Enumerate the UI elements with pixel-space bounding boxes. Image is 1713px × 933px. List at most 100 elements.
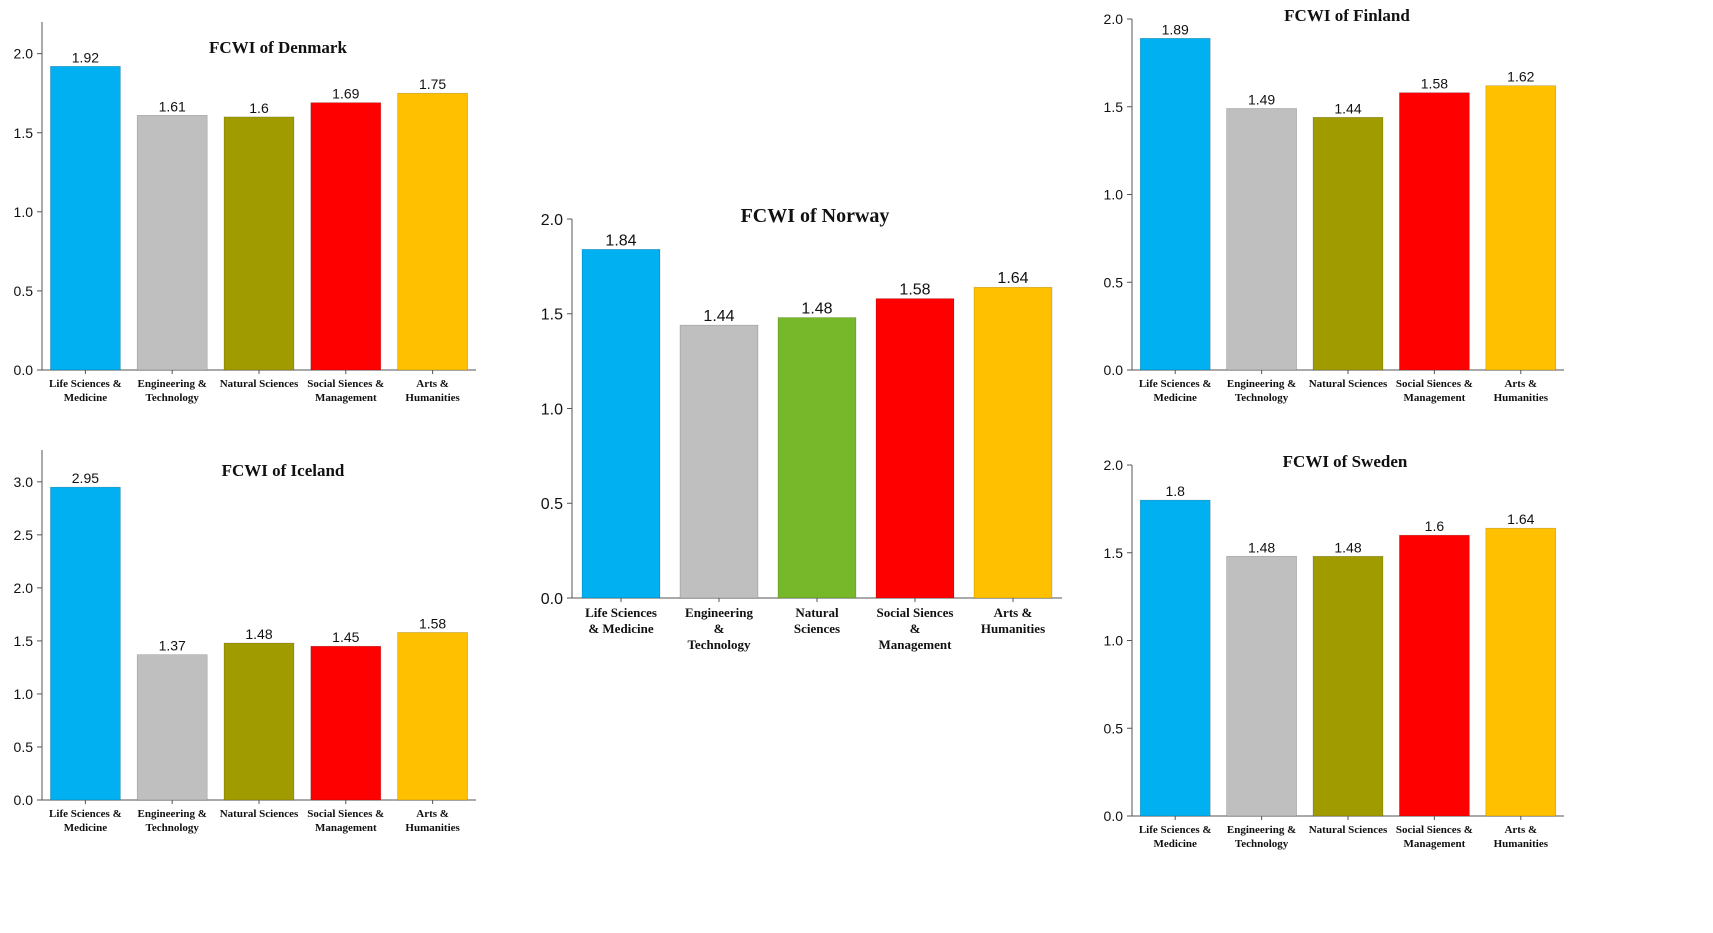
bar: [679, 324, 759, 599]
bar: [310, 645, 382, 801]
y-tick-label: 0.0: [541, 591, 563, 608]
chart-title: FCWI of Iceland: [222, 461, 345, 480]
bar: [223, 642, 295, 801]
x-tick-label: Natural Sciences: [220, 808, 299, 820]
chart-title: FCWI of Denmark: [209, 38, 347, 57]
x-tick-label: Natural Sciences: [1309, 824, 1388, 836]
y-tick-label: 3.0: [14, 474, 34, 490]
bar: [973, 286, 1053, 599]
y-tick-label: 1.5: [1104, 99, 1124, 115]
x-tick-label: Engineering & Technology: [1227, 378, 1296, 404]
bar-chart: FCWI of Norway 0.0 0.5 1.0 1.5 2.0 1.84 Life Sc…: [541, 205, 1062, 652]
data-label: 1.69: [332, 86, 359, 102]
x-tick-label: Natural Sciences: [220, 378, 299, 390]
data-label: 1.48: [1248, 539, 1275, 555]
bar: [50, 486, 121, 801]
y-tick-label: 0.5: [1104, 274, 1124, 290]
chart-panel-finland: FCWI of Finland 0.0 0.5 1.0 1.5 2.0 1.89 Life S…: [1080, 0, 1713, 420]
y-tick-label: 2.0: [1104, 457, 1124, 473]
data-label: 1.61: [159, 98, 186, 114]
bar-chart: FCWI of Finland 0.0 0.5 1.0 1.5 2.0 1.89 Life S…: [1104, 6, 1564, 404]
bar: [581, 249, 661, 599]
x-tick-label: Life Sciences & Medicine: [585, 605, 657, 636]
bar-chart: FCWI of Denmark 0.0 0.5 1.0 1.5 2.0 1.92 Life S…: [14, 22, 476, 404]
bar: [875, 298, 955, 599]
x-tick-label: Natural Sciences: [1309, 378, 1388, 390]
chart-title: FCWI of Finland: [1284, 6, 1410, 25]
data-label: 1.89: [1162, 21, 1189, 37]
bar: [1139, 499, 1211, 817]
x-tick-label: Social Siences & Management: [307, 378, 384, 404]
x-tick-label: Engineering & Technology: [1227, 824, 1296, 850]
y-tick-label: 1.0: [1104, 633, 1124, 649]
y-tick-label: 1.0: [14, 204, 34, 220]
x-tick-label: Social Siences & Management: [1396, 378, 1473, 404]
data-label: 1.58: [419, 615, 446, 631]
bar: [1226, 108, 1297, 371]
x-tick-label: Arts & Humanities: [1494, 378, 1549, 404]
data-label: 1.44: [1334, 100, 1361, 116]
x-tick-label: Social Siences & Management: [877, 605, 954, 652]
x-tick-label: Life Sciences & Medicine: [49, 378, 122, 404]
x-tick-label: Natural Sciences: [794, 605, 840, 636]
y-tick-label: 0.0: [1104, 362, 1124, 378]
bar: [1485, 85, 1557, 371]
x-tick-label: Engineering & Technology: [685, 605, 753, 652]
data-label: 1.37: [159, 638, 186, 654]
x-tick-label: Engineering & Technology: [138, 808, 207, 834]
data-label: 1.84: [605, 232, 636, 249]
bar: [1312, 555, 1384, 817]
bar: [397, 92, 468, 371]
y-tick-label: 0.0: [14, 792, 34, 808]
data-label: 1.45: [332, 629, 359, 645]
bar: [50, 65, 121, 371]
y-tick-label: 2.0: [541, 212, 563, 229]
y-tick-label: 0.0: [14, 362, 34, 378]
x-tick-label: Life Sciences & Medicine: [1139, 824, 1212, 850]
data-label: 1.64: [1507, 511, 1534, 527]
x-tick-label: Engineering & Technology: [138, 378, 207, 404]
x-tick-label: Social Siences & Management: [1396, 824, 1473, 850]
bar: [1226, 555, 1297, 817]
y-tick-label: 1.5: [14, 633, 34, 649]
chart-title: FCWI of Sweden: [1283, 452, 1408, 471]
y-tick-label: 1.5: [541, 307, 563, 324]
chart-panel-denmark: FCWI of Denmark 0.0 0.5 1.0 1.5 2.0 1.92 Life S…: [0, 0, 520, 420]
data-label: 1.75: [419, 76, 446, 92]
data-label: 1.44: [703, 308, 734, 325]
y-tick-label: 0.5: [541, 496, 563, 513]
x-tick-label: Life Sciences & Medicine: [1139, 378, 1212, 404]
bar: [1312, 116, 1384, 371]
bar: [777, 317, 857, 599]
y-tick-label: 0.5: [1104, 720, 1124, 736]
bar: [1399, 534, 1470, 817]
data-label: 2.95: [72, 470, 99, 486]
bar: [223, 116, 295, 371]
data-label: 1.92: [72, 49, 99, 65]
bar: [310, 102, 382, 371]
chart-panel-norway: FCWI of Norway 0.0 0.5 1.0 1.5 2.0 1.84 Life Sc…: [520, 190, 1080, 670]
x-tick-label: Arts & Humanities: [405, 808, 460, 834]
x-tick-label: Life Sciences & Medicine: [49, 808, 122, 834]
y-tick-label: 0.0: [1104, 808, 1124, 824]
data-label: 1.6: [1425, 518, 1445, 534]
chart-title: FCWI of Norway: [741, 205, 890, 227]
chart-panel-iceland: FCWI of Iceland 0.0 0.5 1.0 1.5 2.0 2.5 3.0 2.95…: [0, 430, 520, 860]
x-tick-label: Social Siences & Management: [307, 808, 384, 834]
data-label: 1.49: [1248, 92, 1275, 108]
data-label: 1.58: [1421, 76, 1448, 92]
y-tick-label: 1.0: [14, 686, 34, 702]
y-tick-label: 2.0: [14, 46, 34, 62]
bar: [136, 115, 208, 371]
y-tick-label: 0.5: [14, 283, 34, 299]
bar: [397, 632, 468, 801]
bar-chart: FCWI of Sweden 0.0 0.5 1.0 1.5 2.0 1.8 Life Sci…: [1104, 452, 1564, 850]
data-label: 1.58: [899, 282, 930, 299]
data-label: 1.64: [997, 270, 1028, 287]
bar: [1485, 527, 1557, 817]
y-tick-label: 1.0: [541, 401, 563, 418]
y-tick-label: 1.0: [1104, 187, 1124, 203]
bar-chart: FCWI of Iceland 0.0 0.5 1.0 1.5 2.0 2.5 3.0 2.95…: [14, 450, 476, 834]
bar: [1139, 38, 1211, 371]
data-label: 1.8: [1165, 483, 1185, 499]
